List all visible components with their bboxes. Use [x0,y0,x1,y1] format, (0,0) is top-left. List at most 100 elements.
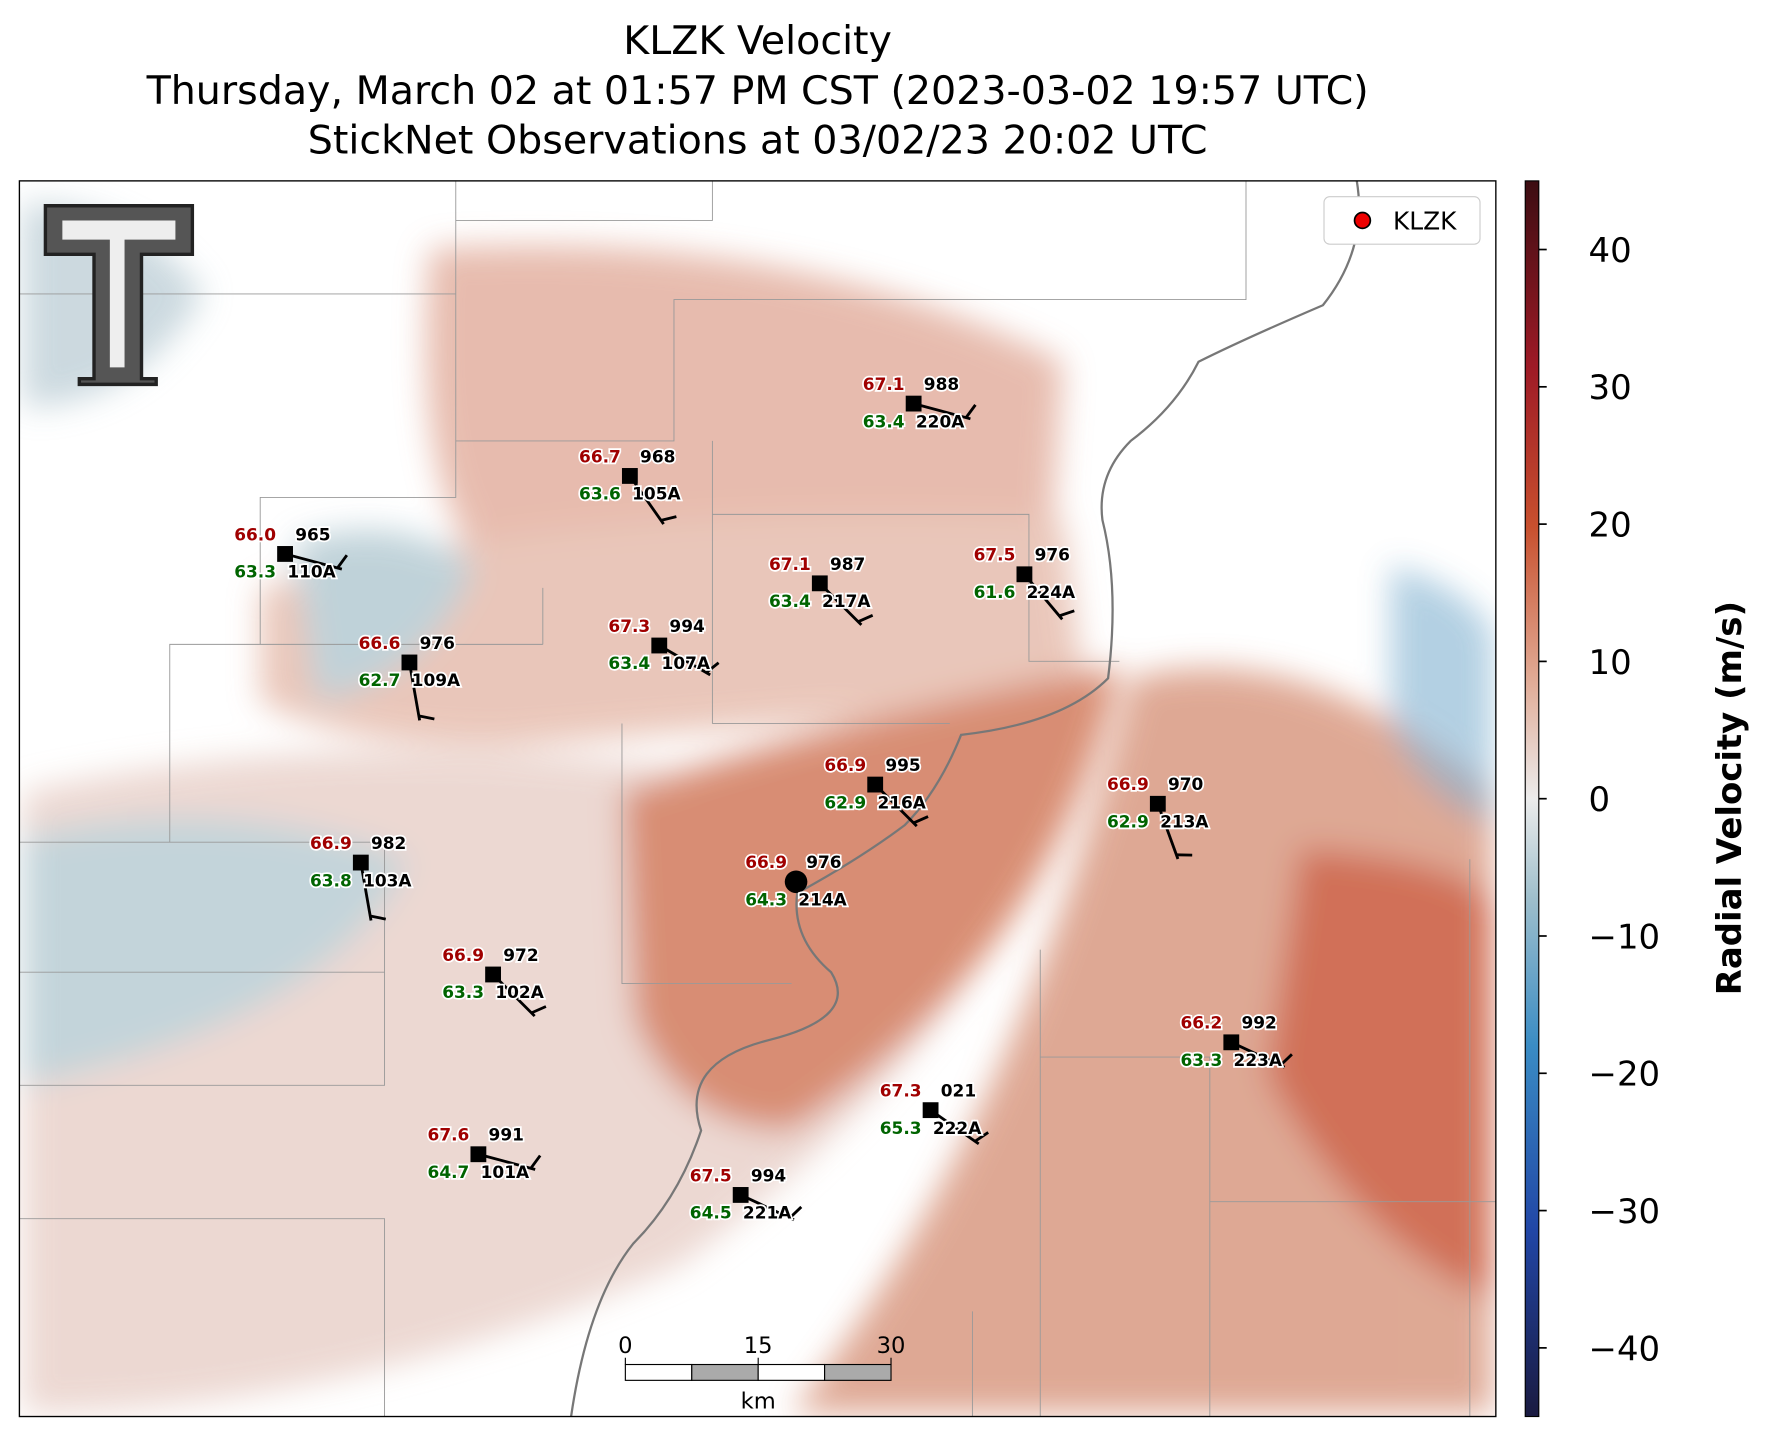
temperature: 66.7 [579,446,621,466]
wind-barb [929,1108,980,1146]
scale-tick-label: 15 [744,1333,773,1359]
station-id: 213A [1160,812,1209,832]
colorbar-tick-label: 0 [1589,780,1611,819]
station-marker [1016,566,1033,583]
station-id: 221A [743,1203,792,1223]
temperature: 67.5 [974,545,1016,565]
station-id: 101A [481,1162,530,1182]
station-id: 107A [662,653,711,673]
wind-barb [529,1154,542,1170]
wind-barb [788,1205,803,1219]
colorbar-tick-label: 30 [1589,368,1632,407]
station: 67.3 021 65.3 222A [878,1079,989,1146]
legend-label: KLZK [1393,206,1457,235]
station-id: 103A [363,870,412,890]
station-marker [784,870,808,894]
pressure: 982 [371,833,406,853]
station: 66.9 976 64.3 214A [744,851,850,912]
station-id: 110A [287,562,336,582]
legend-marker [1353,211,1372,230]
dewpoint: 65.3 [880,1118,922,1138]
titles: KLZK Velocity Thursday, March 02 at 01:5… [146,18,1369,163]
dewpoint: 64.7 [428,1162,470,1182]
dewpoint: 64.3 [745,890,787,910]
temperature: 66.9 [1107,774,1149,794]
station: 66.9 995 62.9 216A [823,753,929,828]
colorbar-ramp [1524,180,1540,1418]
station: 66.2 992 63.3 223A [1179,1011,1293,1072]
legend: KLZK [1323,196,1481,245]
dewpoint: 63.4 [608,653,650,673]
temperature: 66.9 [745,852,787,872]
station-marker [811,575,828,592]
temperature: 66.6 [359,633,401,653]
wind-barb [658,644,711,677]
dewpoint: 63.8 [310,870,352,890]
wind-barb [1230,1041,1286,1069]
temperature: 67.1 [863,374,905,394]
wind-barb [336,554,348,569]
scale-segment [824,1363,892,1381]
colorbar-tick-label: 10 [1589,643,1632,682]
station-id: 105A [632,484,681,504]
station: 67.1 988 63.4 220A [861,372,977,433]
dewpoint: 62.9 [824,792,866,812]
subtitle: StickNet Observations at 03/02/23 20:02 … [308,118,1208,164]
radar-field [22,203,1493,1414]
wind-barb [628,475,665,525]
pressure: 976 [806,852,841,872]
pressure: 991 [489,1125,524,1145]
logo [43,204,195,387]
temperature: 66.9 [442,945,484,965]
map-frame [18,180,1497,1418]
dewpoint: 62.9 [1107,812,1149,832]
wind-barb [740,1193,795,1222]
station-marker [352,854,369,871]
temperature: 66.9 [310,833,352,853]
colorbar-tick-label: 40 [1589,231,1632,270]
station-id: 224A [1027,582,1076,602]
county-lines [19,180,1496,1417]
wind-barb [964,404,977,419]
wind-barb [284,552,343,571]
wind-barb [857,614,874,624]
pressure: 970 [1168,774,1203,794]
temperature: 67.3 [880,1081,922,1101]
wind-barb [1156,803,1180,860]
station-marker [1223,1034,1240,1051]
station: 66.9 970 62.9 213A [1105,773,1211,860]
scale-segment [624,1363,693,1381]
wind-barb [1279,1053,1293,1067]
station: 66.9 982 63.8 103A [308,831,414,921]
wind-barb [660,515,677,522]
wind-barb [1058,609,1075,618]
scale-segment [691,1363,759,1381]
station-id: 223A [1234,1050,1283,1070]
dewpoint: 63.3 [1180,1050,1222,1070]
station-id: 109A [412,670,461,690]
pressure: 972 [503,945,538,965]
scale-unit: km [741,1389,776,1415]
wind-barb [530,1005,547,1015]
dewpoint: 63.3 [442,982,484,1002]
station: 66.9 972 63.3 102A [441,943,547,1018]
station: 67.5 976 61.6 224A [972,543,1078,621]
legend-box [1323,196,1481,245]
station: 66.7 968 63.6 105A [577,445,683,525]
station-marker [922,1102,939,1119]
temperature: 67.1 [769,554,811,574]
state-border [569,180,1361,1417]
station-id: 220A [916,411,965,431]
station-marker [621,468,638,484]
wind-barb [913,402,971,421]
wind-barb [418,714,435,721]
pressure: 988 [924,374,959,394]
temperature: 66.9 [824,755,866,775]
wind-barb [912,815,929,825]
pressure: 965 [295,524,330,544]
temperature: 67.6 [428,1125,470,1145]
title: KLZK Velocity [623,18,892,64]
station-marker [277,546,293,562]
station: 67.1 987 63.4 217A [767,552,874,626]
